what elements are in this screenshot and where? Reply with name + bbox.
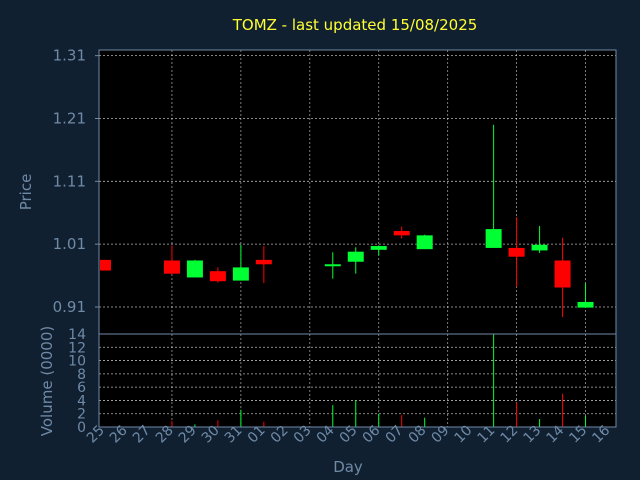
candle-body	[577, 301, 594, 308]
price-tick-label: 1.11	[53, 172, 86, 190]
volume-tick-label: 0	[77, 420, 86, 436]
price-grid	[95, 55, 616, 308]
candle-body	[255, 259, 272, 265]
price-tick-label: 1.01	[53, 235, 86, 253]
volume-tick-label: 8	[77, 367, 86, 383]
candle-body	[209, 271, 226, 282]
volume-tick-label: 2	[77, 407, 86, 423]
price-tick-label: 1.21	[53, 109, 86, 127]
price-tick-label: 1.31	[53, 47, 86, 65]
volume-plot-area	[99, 334, 616, 427]
candle-body	[370, 246, 387, 250]
candle-body	[554, 260, 571, 288]
price-plot-area	[99, 50, 616, 334]
candle-body	[232, 267, 249, 281]
candle-body	[485, 229, 502, 248]
volume-plot-frame	[98, 333, 617, 428]
candle-body	[393, 230, 410, 236]
candle-body	[416, 235, 433, 250]
candle-body	[186, 260, 203, 278]
candle-body	[163, 260, 180, 274]
volume-tick-label: 10	[68, 354, 86, 370]
price-tick-label: 0.91	[53, 298, 86, 316]
price-tick-labels: 1.31 1.21 1.11 1.01 0.91	[53, 47, 86, 316]
price-axis-label: Price	[17, 174, 35, 211]
candle-body	[100, 259, 111, 271]
volume-tick-label: 6	[77, 380, 86, 396]
volume-axis-label: Volume (0000)	[38, 326, 56, 436]
volume-tick-label: 4	[77, 393, 86, 409]
volume-tick-label: 14	[68, 327, 86, 343]
candle-body	[508, 247, 525, 257]
chart-title: TOMZ - last updated 15/08/2025	[232, 16, 478, 34]
candle-body	[324, 264, 341, 267]
x-axis-label: Day	[333, 458, 363, 476]
volume-bars	[171, 334, 587, 427]
volume-tick-label: 12	[68, 340, 86, 356]
x-tick-labels: 25 26 27 28 29 30 31 01 02 03 04 05 06 07 08 09 10 11 12 13…	[84, 422, 613, 446]
candle-body	[347, 251, 364, 262]
candles	[100, 124, 594, 318]
candle-body	[531, 244, 548, 251]
